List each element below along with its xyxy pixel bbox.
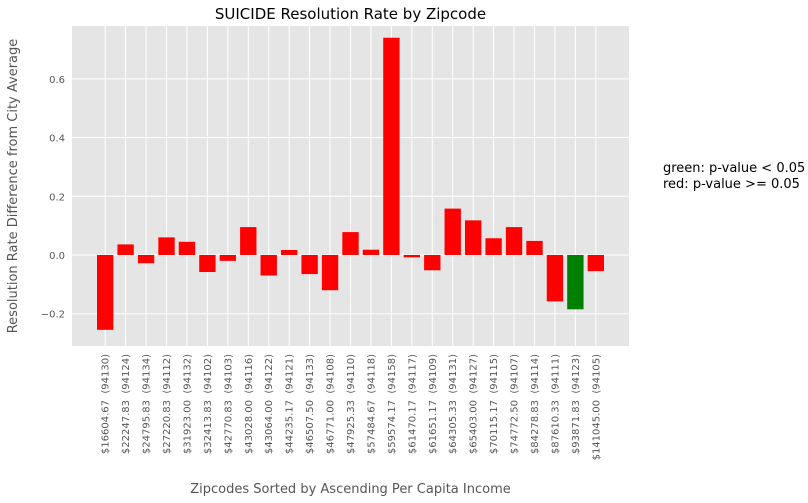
bar [301, 254, 318, 275]
y-tick-label: 0.0 [49, 251, 65, 262]
x-tick-label: $16604.67 (94130) [101, 354, 112, 454]
y-axis-label: Resolution Rate Difference from City Ave… [6, 39, 21, 334]
significance-legend: green: p-value < 0.05 red: p-value >= 0.… [663, 161, 805, 193]
bar [137, 254, 155, 264]
y-tick-label: 0.4 [49, 134, 65, 145]
x-tick-label: $24795.83 (94134) [142, 354, 153, 454]
x-tick-label: $46507.50 (94133) [305, 354, 316, 454]
bar [240, 227, 257, 255]
bar [342, 232, 359, 255]
x-tick-label: $70115.17 (94115) [489, 354, 500, 454]
x-tick-label: $65403.00 (94127) [469, 354, 480, 454]
x-tick-labels: $16604.67 (94130) $22247.83 (94124) $24795… [101, 354, 603, 461]
y-tick-label: 0.2 [49, 192, 65, 203]
bar [464, 220, 482, 255]
x-tick-label: $84278.83 (94114) [530, 354, 541, 454]
bar [526, 240, 543, 255]
bar [117, 244, 134, 255]
bar [362, 249, 380, 255]
x-tick-label: $32413.83 (94102) [203, 354, 214, 454]
bar [424, 254, 441, 271]
bar [97, 254, 114, 330]
x-tick-label: $141045.00 (94105) [591, 354, 602, 461]
bars [97, 37, 604, 330]
bar [444, 208, 461, 255]
chart-title: SUICIDE Resolution Rate by Zipcode [215, 5, 486, 23]
bar [403, 254, 421, 258]
x-tick-label: $59574.17 (94158) [387, 354, 398, 454]
x-tick-label: $87610.33 (94111) [550, 354, 561, 454]
bar [199, 254, 216, 273]
legend-red-note: red: p-value >= 0.05 [663, 177, 800, 192]
x-tick-label: $46771.00 (94108) [326, 354, 337, 454]
bar [485, 238, 502, 255]
y-tick-label: −0.2 [41, 310, 65, 321]
bar [546, 254, 564, 302]
grid-lines [72, 26, 629, 346]
x-tick-label: $43028.00 (94116) [244, 354, 255, 454]
y-tick-labels: −0.2 0.0 0.2 0.4 0.6 [41, 75, 65, 321]
x-tick-label: $74772.50 (94107) [510, 354, 521, 454]
bar [178, 241, 196, 255]
bar [567, 254, 584, 310]
x-tick-label: $42770.83 (94103) [223, 354, 234, 454]
x-tick-label: $61651.17 (94109) [428, 354, 439, 454]
x-tick-label: $93871.83 (94123) [571, 354, 582, 454]
bar [260, 254, 277, 276]
x-tick-label: $22247.83 (94124) [121, 354, 132, 454]
bar [321, 254, 339, 291]
bar [219, 254, 237, 261]
x-tick-label: $61470.17 (94117) [407, 354, 418, 454]
bar [383, 37, 400, 255]
bar [587, 254, 604, 272]
x-tick-label: $47925.33 (94110) [346, 354, 357, 454]
x-axis-label: Zipcodes Sorted by Ascending Per Capita … [190, 482, 510, 497]
x-tick-label: $27220.83 (94112) [162, 354, 173, 454]
x-tick-label: $44235.17 (94121) [285, 354, 296, 454]
x-tick-label: $43064.00 (94122) [264, 354, 275, 454]
bar [280, 250, 298, 255]
y-tick-label: 0.6 [49, 75, 65, 86]
bar [505, 227, 523, 255]
bar [158, 237, 175, 255]
x-tick-label: $31923.00 (94132) [182, 354, 193, 454]
legend-green-note: green: p-value < 0.05 [663, 161, 806, 176]
x-tick-label: $64305.33 (94131) [448, 354, 459, 454]
x-tick-label: $57484.67 (94118) [366, 354, 377, 454]
